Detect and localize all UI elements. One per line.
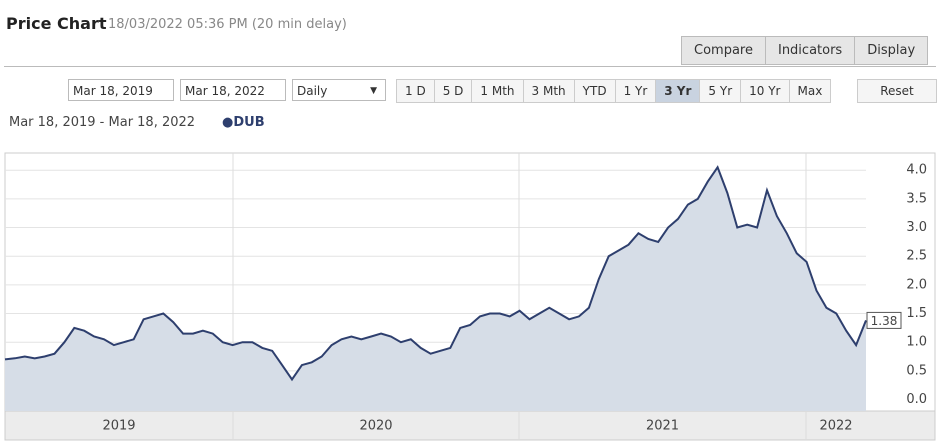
range-button[interactable]: 5 D bbox=[433, 79, 473, 103]
toolbar-button[interactable]: Display bbox=[854, 37, 927, 64]
y-tick-label: 0.0 bbox=[906, 392, 927, 407]
divider bbox=[4, 66, 936, 67]
y-tick-label: 4.0 bbox=[906, 163, 927, 178]
timestamp: 18/03/2022 05:36 PM (20 min delay) bbox=[108, 17, 347, 32]
last-value-box bbox=[866, 311, 902, 329]
title: Price Chart bbox=[6, 14, 107, 33]
x-tick-label: 2020 bbox=[359, 419, 392, 434]
line bbox=[4, 165, 867, 382]
y-tick-label: 0.5 bbox=[906, 363, 927, 378]
y-tick-label: 1.5 bbox=[906, 306, 927, 321]
legend: ●DUB bbox=[222, 115, 265, 130]
reset-button[interactable]: Reset bbox=[857, 79, 937, 103]
last-value-label: 1.38 bbox=[871, 314, 898, 328]
date-from[interactable]: Mar 18, 2019 bbox=[68, 79, 174, 101]
range-text: Mar 18, 2019 - Mar 18, 2022 bbox=[9, 115, 196, 130]
y-tick-label: 2.5 bbox=[906, 249, 927, 264]
toolbar-button[interactable]: Compare bbox=[694, 43, 753, 58]
toolbar: Compare Indicators Display bbox=[681, 36, 929, 65]
dropdown-arrow: ▼ bbox=[370, 86, 377, 96]
x-axis-strip bbox=[4, 410, 936, 441]
toolbar-button[interactable]: Indicators bbox=[764, 37, 854, 64]
y-tick-label: 1.0 bbox=[906, 335, 927, 350]
range-button[interactable]: YTD bbox=[573, 79, 616, 103]
range-button[interactable]: 3 Mth bbox=[522, 79, 575, 103]
range-button[interactable]: 1 Yr bbox=[614, 79, 657, 103]
area bbox=[5, 167, 866, 411]
y-tick-label: 3.5 bbox=[906, 191, 927, 206]
x-tick-label: 2019 bbox=[102, 419, 135, 434]
x-tick-label: 2022 bbox=[819, 419, 852, 434]
chart: 0.0 0.5 1.0 1.5 2.0 2.5 3.0 3.5 4.0 2019 2020 2021 2… bbox=[4, 152, 936, 441]
range-button[interactable]: 1 D bbox=[396, 79, 435, 103]
range-button[interactable]: 5 Yr bbox=[699, 79, 742, 103]
y-tick-label: 2.0 bbox=[906, 277, 927, 292]
y-tick-label: 3.0 bbox=[906, 220, 927, 235]
interval-select[interactable]: Daily ▼ bbox=[292, 79, 386, 101]
range-button[interactable]: Max bbox=[788, 79, 832, 103]
range-button[interactable]: 10 Yr bbox=[740, 79, 790, 103]
range-button[interactable]: 1 Mth bbox=[471, 79, 524, 103]
range-button[interactable]: 3 Yr bbox=[655, 79, 701, 103]
date-to[interactable]: Mar 18, 2022 bbox=[180, 79, 286, 101]
interval: Daily bbox=[297, 84, 328, 98]
x-tick-label: 2021 bbox=[646, 419, 679, 434]
legend-entry: DUB bbox=[233, 115, 265, 130]
